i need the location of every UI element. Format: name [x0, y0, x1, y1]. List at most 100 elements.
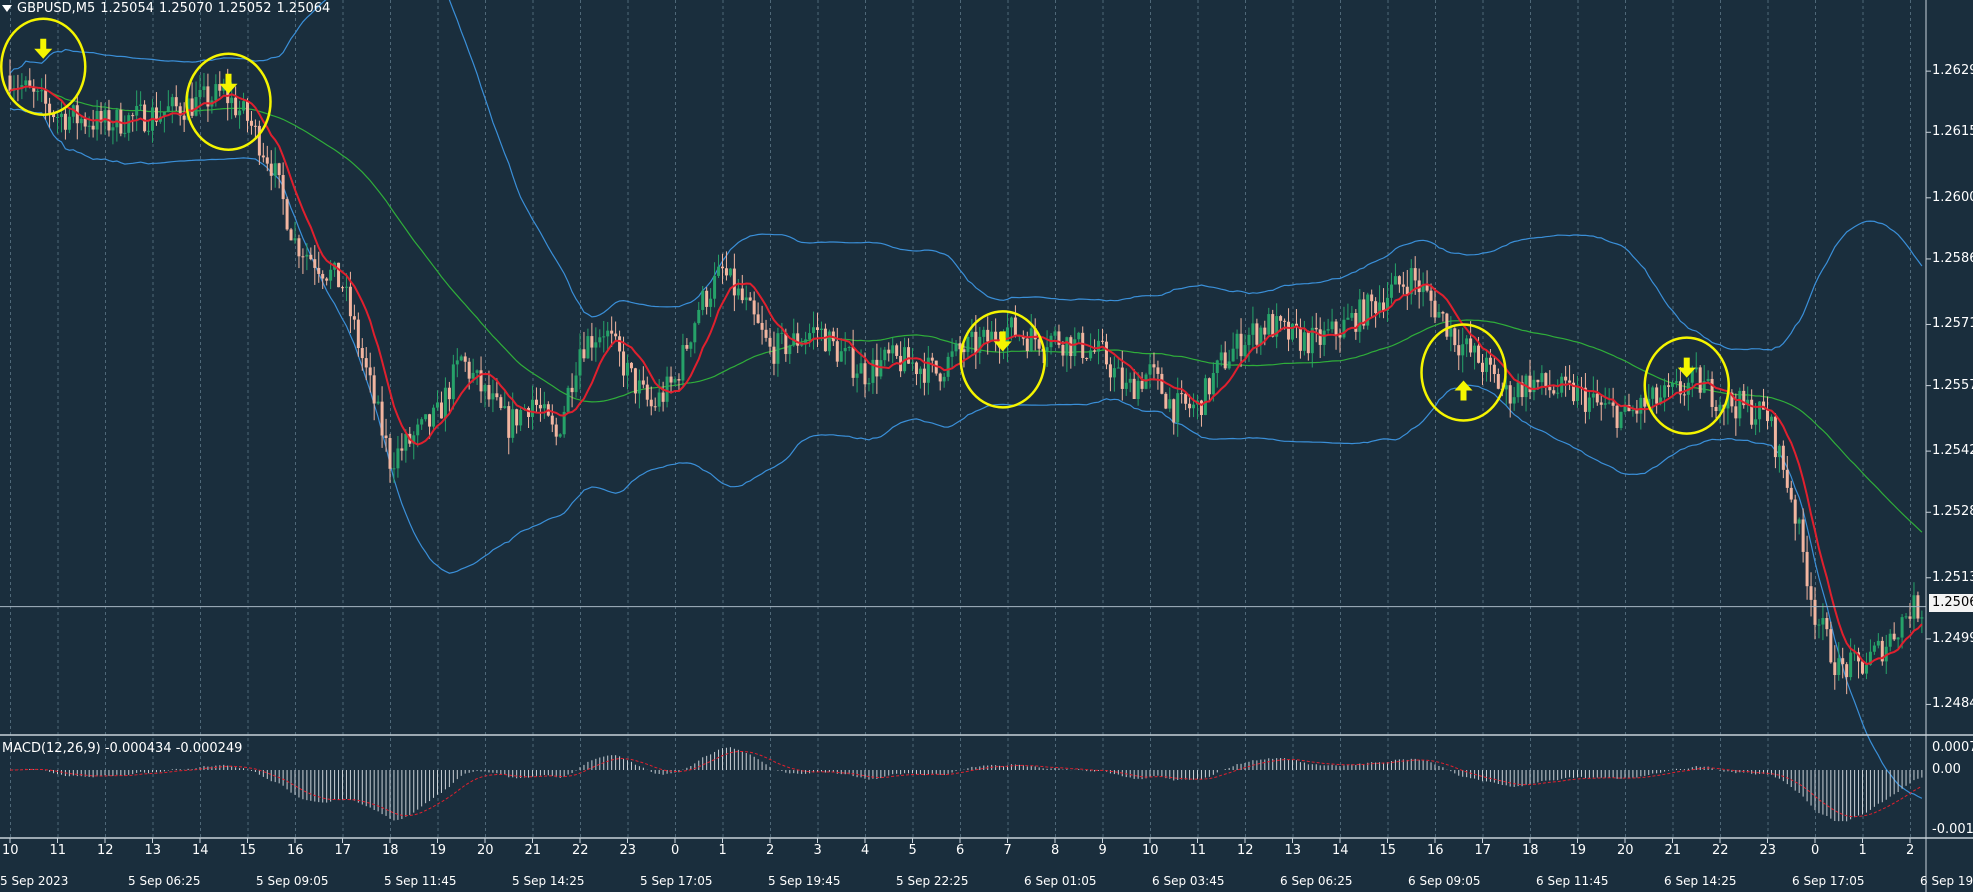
hour-tick-label: 18: [382, 843, 399, 858]
candle-body: [99, 111, 103, 123]
candle-body: [689, 342, 693, 349]
candle-body: [1908, 616, 1912, 619]
candle-body: [760, 322, 764, 330]
candle-body: [1045, 347, 1049, 352]
date-tick-label: 6 Sep 03:45: [1152, 874, 1225, 888]
candle-body: [1888, 633, 1892, 647]
candle-body: [515, 409, 519, 426]
candle-body: [1093, 350, 1097, 352]
candle-body: [1013, 317, 1017, 336]
date-tick-label: 5 Sep 06:25: [128, 874, 201, 888]
highlight-circle: [1420, 323, 1507, 422]
sell-arrow-marker: [185, 52, 272, 151]
candle-body: [202, 86, 206, 91]
hour-tick-label: 16: [287, 843, 304, 858]
upper-band: [9, 0, 1923, 351]
candle-body: [618, 336, 622, 352]
candle-body: [230, 97, 234, 104]
candle-body: [1849, 652, 1853, 678]
fast-ma-line: [9, 85, 1923, 666]
candle-body: [887, 349, 891, 354]
candle-body: [531, 399, 534, 418]
candle-body: [253, 125, 257, 127]
candle-body: [143, 104, 147, 132]
candle-body: [1184, 393, 1188, 404]
candle-body: [412, 435, 416, 444]
hour-tick-label: 4: [861, 843, 870, 858]
candle-body: [1564, 376, 1568, 381]
candle-body: [1461, 344, 1465, 356]
candle-body: [289, 229, 293, 241]
candle-body: [958, 343, 962, 350]
candle-body: [1469, 338, 1473, 353]
date-tick-label: 6 Sep 11:45: [1536, 874, 1609, 888]
candle-body: [748, 297, 752, 301]
candle-body: [1714, 406, 1718, 412]
candle-body: [1876, 640, 1880, 646]
candle-body: [1868, 651, 1872, 665]
candle-body: [1690, 369, 1694, 383]
candle-body: [570, 387, 574, 393]
candle-body: [665, 376, 669, 402]
candle-body: [87, 125, 91, 127]
date-tick-label: 5 Sep 2023: [0, 874, 69, 888]
candle-body: [1465, 338, 1469, 345]
hour-tick-label: 11: [1189, 843, 1207, 858]
candle-body: [59, 113, 63, 118]
open-price: 1.25054: [100, 1, 154, 16]
candle-body: [1259, 327, 1263, 345]
candle-body: [238, 110, 242, 116]
candle-body: [190, 98, 194, 116]
candle-body: [1037, 339, 1041, 349]
candle-body: [1397, 276, 1401, 285]
candle-body: [1314, 327, 1318, 330]
candle-body: [606, 330, 610, 337]
candle-body: [1267, 314, 1271, 335]
candle-body: [653, 406, 657, 408]
current-price-marker: 1.2506: [1929, 594, 1973, 612]
candle-body: [1065, 337, 1069, 356]
candle-body: [1769, 416, 1773, 422]
candle-body: [645, 384, 649, 400]
candle-body: [796, 333, 800, 346]
candle-body: [839, 351, 843, 362]
hour-tick-label: 15: [1379, 843, 1397, 858]
candle-body: [1441, 311, 1445, 314]
candle-body: [1516, 382, 1520, 398]
candle-body: [1837, 658, 1841, 676]
candle-body: [661, 392, 665, 402]
hour-tick-label: 2: [1906, 843, 1915, 858]
candle-body: [938, 373, 942, 382]
highlight-circle: [959, 310, 1046, 409]
candle-body: [1821, 618, 1825, 625]
candle-body: [1667, 385, 1671, 387]
candle-body: [1342, 319, 1346, 338]
date-tick-label: 5 Sep 22:25: [896, 874, 969, 888]
candle-body: [1488, 357, 1492, 365]
arrow-down-icon: [34, 38, 53, 59]
candle-body: [1370, 294, 1374, 302]
candle-body: [83, 118, 87, 127]
date-tick-label: 6 Sep 06:25: [1280, 874, 1353, 888]
hour-tick-label: 0: [1811, 843, 1820, 858]
candle-body: [1528, 375, 1532, 393]
collapse-triangle-icon[interactable]: [2, 5, 12, 12]
candle-body: [360, 348, 364, 359]
candle-body: [732, 268, 736, 296]
date-tick-label: 6 Sep 17:05: [1792, 874, 1865, 888]
candle-body: [1401, 284, 1405, 287]
candle-body: [1607, 402, 1611, 404]
candle-body: [341, 287, 344, 289]
candle-body: [1864, 664, 1868, 674]
candle-body: [1354, 312, 1358, 332]
candle-body: [1663, 385, 1667, 398]
candle-body: [1199, 400, 1203, 416]
candle-body: [44, 90, 48, 104]
highlight-circle: [185, 52, 272, 151]
candle-body: [768, 337, 772, 347]
candle-body: [1801, 519, 1805, 552]
hour-tick-label: 19: [1569, 843, 1587, 858]
candle-body: [717, 266, 721, 276]
